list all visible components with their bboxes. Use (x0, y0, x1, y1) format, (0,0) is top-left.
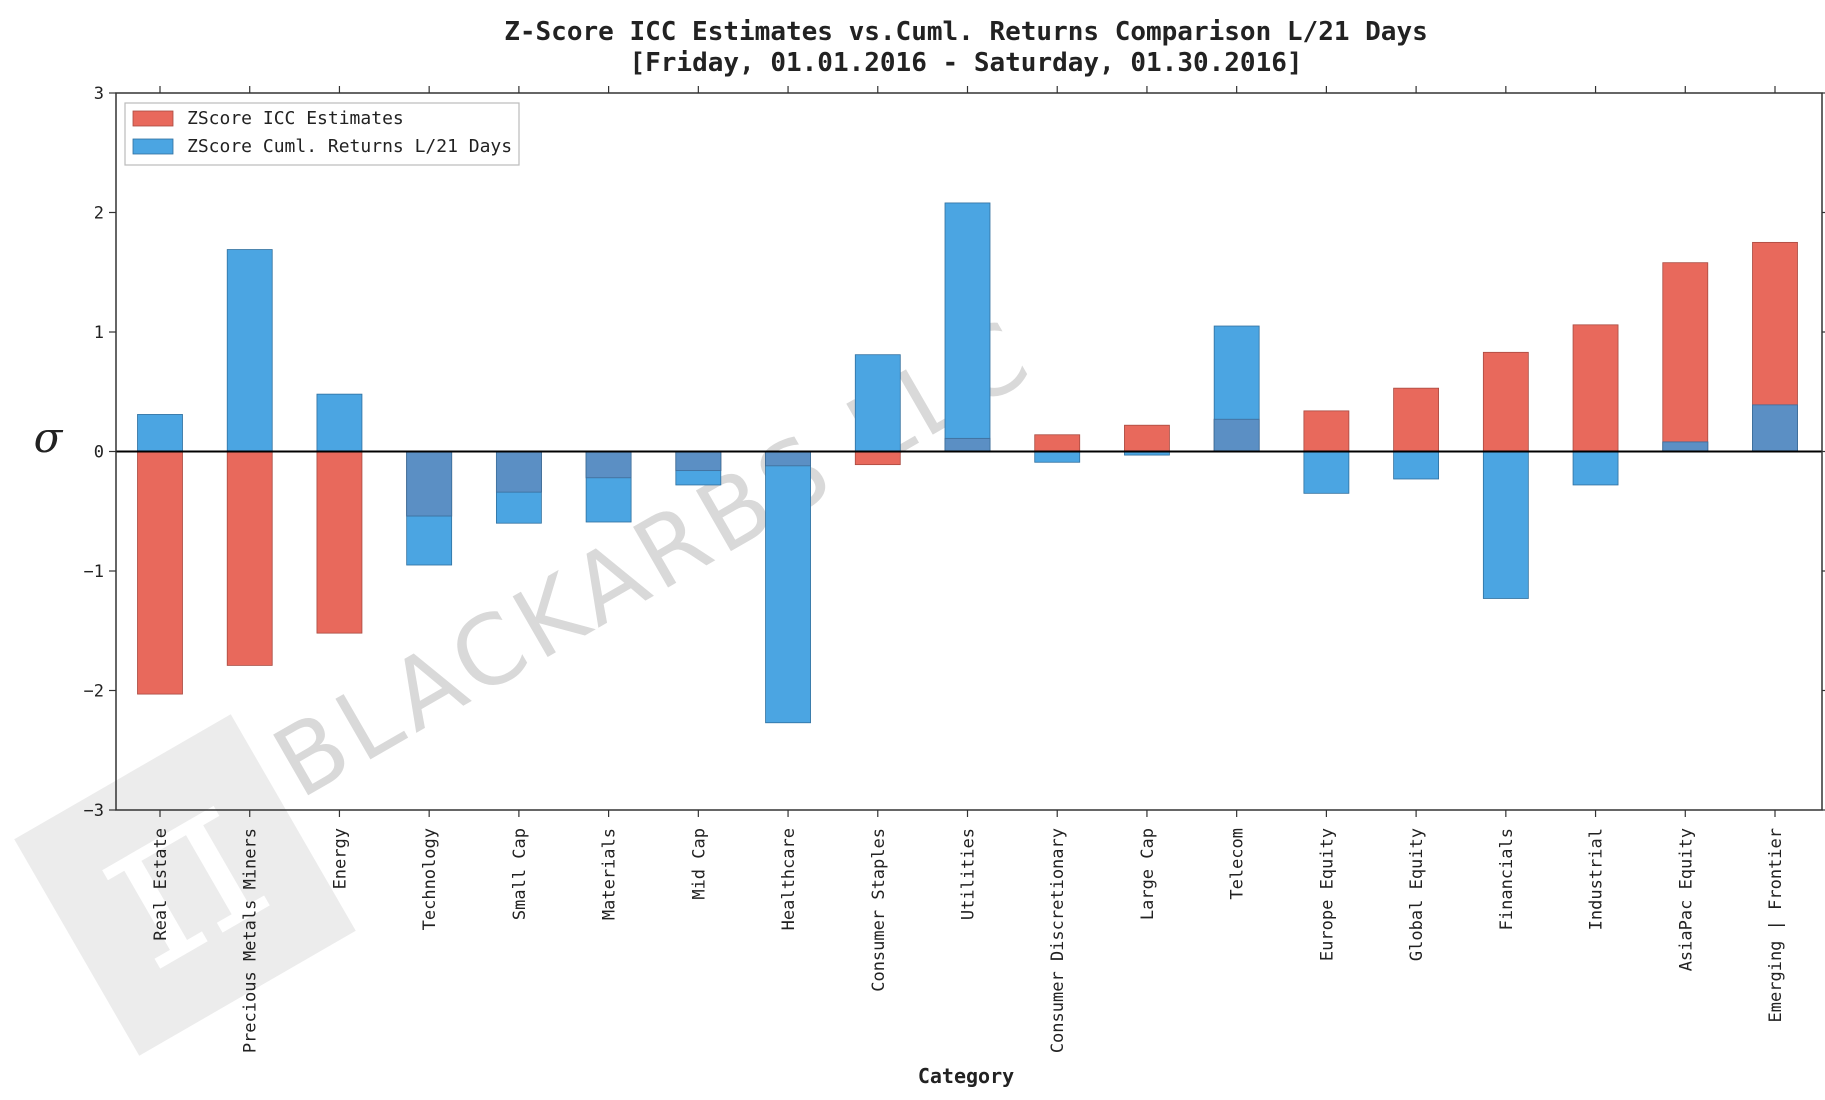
y-tick-label: 3 (94, 84, 104, 104)
x-tick-label: Emerging | Frontier (1766, 828, 1786, 1022)
bar-overlap (765, 451, 811, 467)
bar-returns (1393, 451, 1440, 480)
y-tick-label: −2 (84, 682, 104, 702)
bar-returns (1572, 451, 1619, 486)
x-tick-label: Europe Equity (1317, 828, 1337, 961)
watermark-logo: π (14, 714, 356, 1056)
bar-returns (1303, 451, 1350, 494)
y-tick-label: 1 (94, 323, 104, 343)
x-axis-label: Category (918, 1064, 1014, 1088)
x-tick-label: Telecom (1228, 828, 1248, 900)
bar-icc (854, 451, 901, 466)
x-tick-label: Technology (420, 828, 440, 930)
y-tick-label: 2 (94, 204, 104, 224)
bars-group (137, 202, 1798, 724)
bar-overlap (1752, 404, 1798, 452)
x-tick-label: Energy (330, 828, 350, 889)
y-axis: −3 −2 −1 0 1 2 3 (84, 84, 1825, 821)
bar-overlap (406, 451, 453, 517)
legend-swatch-icc (132, 110, 174, 127)
y-tick-label: −1 (84, 562, 104, 582)
legend-swatch-returns (132, 138, 174, 155)
bar-overlap (1213, 418, 1260, 452)
bar-returns (226, 249, 273, 452)
x-axis: Real Estate Precious Metals Miners Energy T… (151, 86, 1786, 1053)
legend-label-returns: ZScore Cuml. Returns L/21 Days (187, 136, 512, 157)
bar-returns (1034, 451, 1081, 463)
bar-icc (1662, 262, 1709, 452)
bar-returns (944, 202, 991, 452)
plot-frame (115, 92, 1823, 811)
legend-box (124, 102, 520, 166)
legend-label-icc: ZScore ICC Estimates (187, 108, 404, 129)
x-tick-label: Large Cap (1138, 828, 1158, 920)
y-tick-label: −3 (84, 801, 104, 821)
x-tick-label: Financials (1497, 828, 1517, 930)
x-tick-label: Global Equity (1407, 828, 1427, 961)
bar-returns (1482, 451, 1529, 599)
chart-title: Z-Score ICC Estimates vs.Cuml. Returns C… (504, 17, 1428, 47)
x-tick-label: Small Cap (510, 828, 530, 920)
y-tick-label: 0 (94, 443, 104, 463)
bar-overlap (495, 451, 542, 493)
y-axis-label: σ (34, 413, 64, 462)
bar-overlap (1662, 441, 1709, 452)
x-tick-label: Utilities (959, 828, 979, 920)
bar-icc (1572, 324, 1619, 452)
legend: ZScore ICC Estimates ZScore Cuml. Return… (124, 102, 520, 166)
x-tick-label: Consumer Staples (869, 828, 889, 992)
bar-icc (1482, 351, 1529, 452)
bar-icc (226, 451, 273, 666)
x-tick-label: Industrial (1587, 828, 1607, 930)
bar-icc (1034, 434, 1081, 452)
x-tick-label: Healthcare (779, 828, 799, 930)
bar-icc (137, 451, 183, 695)
bar-overlap (675, 451, 722, 472)
bar-icc (1393, 387, 1440, 452)
bar-returns (137, 414, 183, 452)
bar-overlap (585, 451, 632, 479)
x-tick-label: Consumer Discretionary (1048, 828, 1068, 1053)
bar-returns (316, 393, 363, 452)
x-tick-label: Mid Cap (689, 828, 709, 900)
bar-icc (316, 451, 363, 634)
bar-returns (765, 451, 811, 724)
x-tick-label: Precious Metals Miners (241, 828, 261, 1053)
bar-icc (1124, 424, 1170, 452)
bar-overlap (944, 437, 991, 452)
x-tick-label: AsiaPac Equity (1676, 828, 1696, 971)
chart-subtitle: [Friday, 01.01.2016 - Saturday, 01.30.20… (629, 48, 1302, 78)
watermark-logo-square (14, 714, 356, 1056)
bar-icc (1303, 410, 1350, 452)
x-tick-label: Real Estate (151, 828, 171, 941)
watermark-text: BLACKARBS LLC (256, 296, 1051, 820)
x-tick-label: Materials (600, 828, 620, 920)
bar-returns (854, 354, 901, 452)
